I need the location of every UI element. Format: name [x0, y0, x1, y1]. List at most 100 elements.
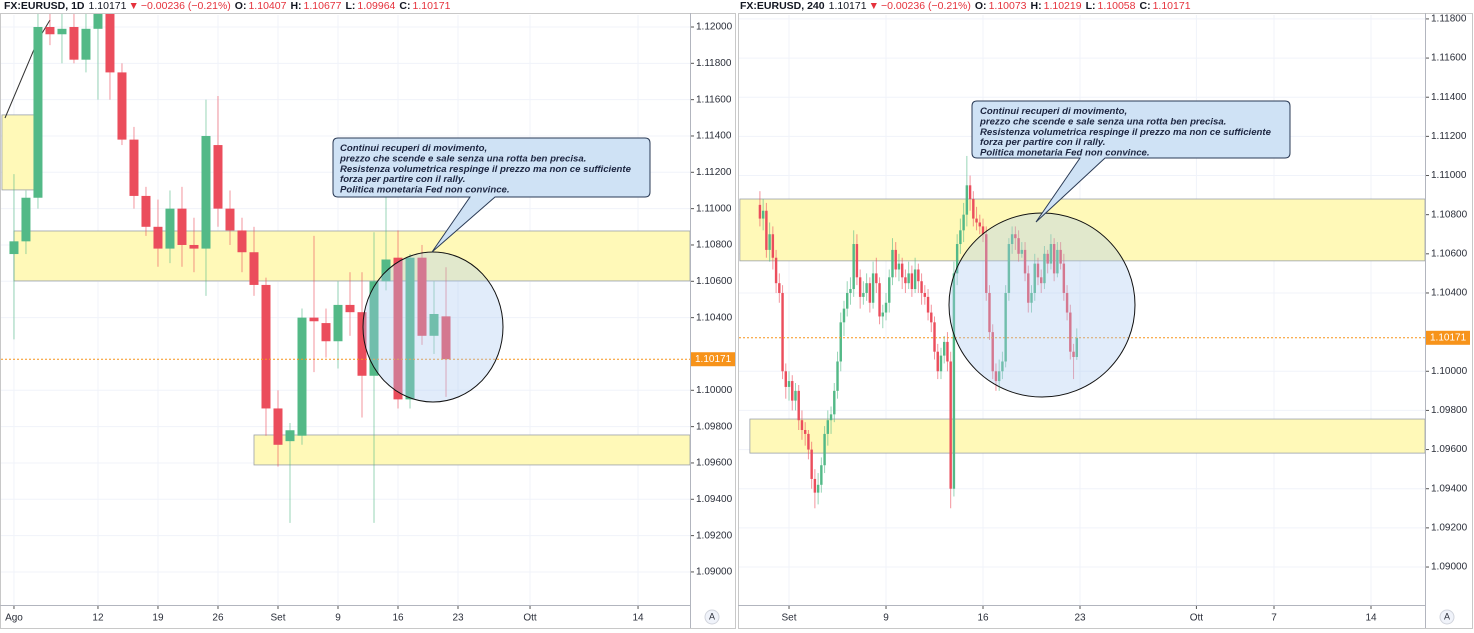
candle-body [9, 241, 19, 255]
callout-text: prezzo che scende e sale senza una rotta… [979, 116, 1226, 127]
candle-body [842, 308, 846, 323]
y-tick-label: 1.11400 [696, 131, 732, 142]
x-tick-label: 23 [1074, 613, 1086, 624]
candle-body [333, 304, 343, 342]
candle-body [794, 390, 797, 401]
y-tick-label: 1.11800 [696, 58, 732, 69]
y-tick-label: 1.10000 [696, 385, 733, 396]
y-tick-label: 1.09200 [1431, 523, 1468, 534]
candle-body [297, 317, 307, 436]
zone [253, 434, 690, 466]
candle-body [855, 244, 859, 278]
candle-body [865, 283, 868, 293]
ohlc-value: 1.10171 [1153, 0, 1191, 12]
candle-body [261, 284, 271, 409]
last-price-tag [1426, 330, 1470, 345]
last-price-label: 1.10171 [695, 354, 732, 365]
candle-body [778, 283, 781, 293]
last-value: 1.10171 [89, 0, 127, 12]
candle-body [45, 26, 55, 35]
candle-body [926, 296, 930, 313]
auto-scale-button[interactable] [1439, 609, 1455, 625]
candle-body [357, 312, 367, 376]
candle-body [93, 14, 103, 29]
candle-body [849, 289, 852, 293]
candle-body [787, 381, 791, 387]
candle-body [21, 197, 31, 242]
y-tick-label: 1.09600 [696, 458, 733, 469]
candle-body [839, 322, 842, 362]
x-tick-label: Ott [523, 613, 537, 624]
x-tick-label: 7 [1271, 613, 1277, 624]
candle-body [904, 277, 907, 284]
zone [1, 114, 36, 191]
candle-body [201, 135, 211, 249]
last-price-tag [691, 352, 735, 367]
candle-body [994, 371, 998, 382]
ohlc-key: C: [399, 0, 410, 12]
candle-body [1049, 244, 1053, 264]
candle-body [1027, 273, 1030, 303]
candle-body [1075, 337, 1078, 357]
callout [971, 100, 1291, 223]
x-tick-label: 16 [392, 613, 404, 624]
x-tick-label: 12 [92, 613, 104, 624]
candle-body [878, 283, 881, 317]
candle-body [405, 257, 415, 400]
candle-body [141, 195, 151, 227]
candle-body [829, 414, 833, 421]
last-price-label: 1.10171 [1430, 332, 1467, 343]
candle-body [888, 277, 891, 303]
y-tick-label: 1.12000 [696, 22, 733, 33]
candle-body [933, 322, 936, 352]
candle-body [784, 371, 787, 387]
y-tick-label: 1.10400 [1431, 288, 1468, 299]
candle-body [952, 273, 956, 489]
candle-body [1023, 249, 1027, 274]
x-tick-label: 14 [632, 613, 644, 624]
candle-body [1033, 263, 1036, 293]
candle-body [858, 277, 862, 297]
candle-body [803, 429, 807, 434]
candle-body [900, 263, 904, 278]
candle-body [923, 292, 927, 297]
candle-body [237, 230, 247, 253]
auto-scale-button[interactable] [704, 609, 720, 625]
chart-header: FX:EURUSD, 1D 1.10171 ▼ −0.00236 (−0.21%) O:… [4, 0, 451, 12]
zone [13, 230, 690, 282]
auto-scale-label: A [709, 611, 715, 621]
candle-body [33, 26, 43, 198]
candle-body [1014, 234, 1017, 239]
change: −0.00236 (−0.21%) [141, 0, 231, 12]
candle-body [1010, 234, 1014, 245]
candle-body [1017, 238, 1020, 254]
candle-body [81, 28, 91, 60]
ohlc-value: 1.10219 [1044, 0, 1082, 12]
y-tick-label: 1.10400 [696, 312, 733, 323]
ohlc-key: L: [346, 0, 356, 12]
candle-body [997, 371, 1001, 382]
callout-text: Resistenza volumetrica respinge il prezz… [340, 164, 632, 175]
candle-body [1052, 244, 1056, 274]
y-tick-label: 1.09400 [696, 494, 733, 505]
change-arrow: ▼ [128, 0, 138, 12]
y-tick-label: 1.09000 [696, 567, 733, 578]
y-tick-label: 1.11800 [1431, 14, 1467, 25]
candle-body [765, 210, 768, 250]
candle-body [1030, 292, 1033, 303]
x-tick-label: Set [782, 613, 797, 624]
y-tick-label: 1.11600 [696, 94, 732, 105]
candle-body [105, 14, 115, 73]
candle-body [345, 304, 355, 313]
candle-body [57, 28, 67, 35]
callout-text: Resistenza volumetrica respinge il prezz… [980, 127, 1272, 138]
ohlc-value: 1.10058 [1098, 0, 1136, 12]
callout-text: forza per partire con il rally. [340, 174, 465, 185]
candle-body [1062, 263, 1066, 293]
candle-body [429, 313, 439, 336]
candle-body [955, 244, 959, 274]
change: −0.00236 (−0.21%) [881, 0, 971, 12]
candle-body [1043, 253, 1046, 284]
candle-body [981, 226, 985, 235]
zone [749, 418, 1425, 454]
